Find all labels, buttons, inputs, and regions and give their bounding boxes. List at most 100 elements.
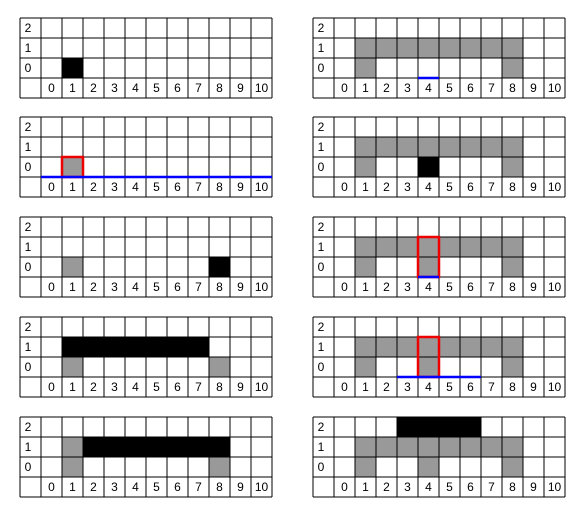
col-label: 5 xyxy=(153,380,160,394)
cell-fill xyxy=(502,137,523,157)
row-label: 1 xyxy=(25,240,32,254)
col-label: 7 xyxy=(195,480,202,494)
col-label: 7 xyxy=(195,180,202,194)
cell-fill xyxy=(62,457,83,477)
col-label: 3 xyxy=(111,480,118,494)
col-label: 7 xyxy=(195,81,202,95)
col-label: 5 xyxy=(153,180,160,194)
col-label: 8 xyxy=(509,480,516,494)
row-label: 1 xyxy=(318,340,325,354)
col-label: 2 xyxy=(383,480,390,494)
cell-fill xyxy=(62,257,83,277)
col-label: 4 xyxy=(425,480,432,494)
row-label: 2 xyxy=(25,320,32,334)
cell-fill xyxy=(418,437,439,457)
col-label: 8 xyxy=(216,81,223,95)
col-label: 5 xyxy=(153,280,160,294)
col-label: 4 xyxy=(425,380,432,394)
col-label: 8 xyxy=(509,81,516,95)
cell-fill xyxy=(418,337,439,357)
cell-fill xyxy=(355,58,376,78)
col-label: 9 xyxy=(237,81,244,95)
row-label: 1 xyxy=(25,340,32,354)
cell-fill xyxy=(62,357,83,377)
col-label: 5 xyxy=(446,180,453,194)
row-label: 2 xyxy=(25,120,32,134)
col-label: 8 xyxy=(509,180,516,194)
cell-fill xyxy=(62,58,83,78)
row-label: 1 xyxy=(25,140,32,154)
row-label: 0 xyxy=(25,460,32,474)
col-label: 8 xyxy=(509,380,516,394)
row-label: 0 xyxy=(318,160,325,174)
col-label: 3 xyxy=(111,180,118,194)
col-label: 1 xyxy=(362,380,369,394)
cell-fill xyxy=(460,137,481,157)
col-label: 0 xyxy=(48,280,55,294)
col-label: 6 xyxy=(174,280,181,294)
cell-fill xyxy=(418,457,439,477)
col-label: 4 xyxy=(132,380,139,394)
col-label: 3 xyxy=(111,81,118,95)
col-label: 1 xyxy=(69,180,76,194)
cell-fill xyxy=(355,237,376,257)
row-label: 1 xyxy=(25,41,32,55)
col-label: 1 xyxy=(69,280,76,294)
col-label: 8 xyxy=(216,480,223,494)
cell-fill xyxy=(481,437,502,457)
col-label: 4 xyxy=(132,81,139,95)
col-label: 7 xyxy=(488,180,495,194)
col-label: 10 xyxy=(255,280,269,294)
col-label: 1 xyxy=(362,180,369,194)
col-label: 6 xyxy=(467,180,474,194)
col-label: 1 xyxy=(69,81,76,95)
cell-fill xyxy=(502,357,523,377)
cell-fill xyxy=(209,457,230,477)
cell-fill xyxy=(439,38,460,58)
cell-fill xyxy=(502,257,523,277)
col-label: 1 xyxy=(362,480,369,494)
col-label: 10 xyxy=(548,280,562,294)
col-label: 4 xyxy=(425,280,432,294)
row-label: 0 xyxy=(25,61,32,75)
col-label: 5 xyxy=(153,81,160,95)
col-label: 4 xyxy=(132,480,139,494)
row-label: 0 xyxy=(318,460,325,474)
cell-fill xyxy=(355,137,376,157)
row-label: 2 xyxy=(318,420,325,434)
col-label: 6 xyxy=(174,380,181,394)
col-label: 0 xyxy=(341,81,348,95)
col-label: 9 xyxy=(237,380,244,394)
col-label: 4 xyxy=(132,280,139,294)
col-label: 2 xyxy=(90,380,97,394)
col-label: 9 xyxy=(237,480,244,494)
cell-fill xyxy=(355,157,376,177)
cell-fill xyxy=(209,257,230,277)
cell-fill xyxy=(62,437,83,457)
cell-fill xyxy=(397,237,418,257)
col-label: 5 xyxy=(446,380,453,394)
cell-fill xyxy=(502,157,523,177)
row-label: 1 xyxy=(25,440,32,454)
col-label: 7 xyxy=(488,280,495,294)
col-label: 0 xyxy=(48,480,55,494)
col-label: 0 xyxy=(341,480,348,494)
cell-fill xyxy=(418,157,439,177)
col-label: 7 xyxy=(488,81,495,95)
row-label: 2 xyxy=(25,220,32,234)
block xyxy=(83,437,230,457)
col-label: 3 xyxy=(404,380,411,394)
col-label: 2 xyxy=(383,81,390,95)
cell-fill xyxy=(209,357,230,377)
col-label: 1 xyxy=(69,480,76,494)
cell-fill xyxy=(355,337,376,357)
col-label: 9 xyxy=(530,81,537,95)
cell-fill xyxy=(418,137,439,157)
col-label: 0 xyxy=(48,380,55,394)
col-label: 8 xyxy=(216,180,223,194)
cell-fill xyxy=(502,457,523,477)
col-label: 0 xyxy=(48,180,55,194)
col-label: 1 xyxy=(69,380,76,394)
col-label: 8 xyxy=(216,280,223,294)
row-label: 1 xyxy=(318,440,325,454)
